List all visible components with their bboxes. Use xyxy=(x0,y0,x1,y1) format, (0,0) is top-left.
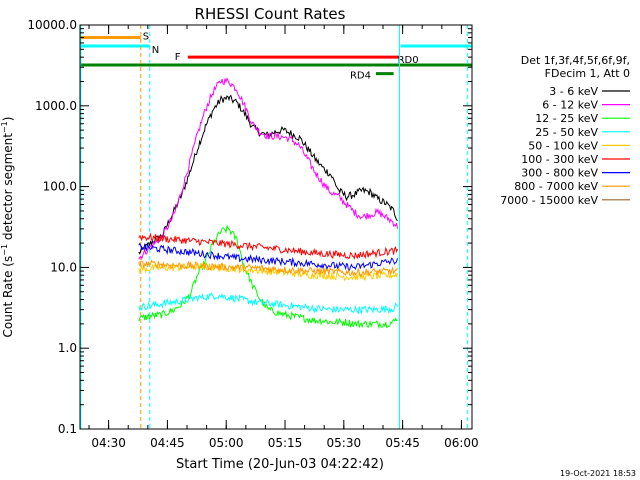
y-tick-label: 1000.0 xyxy=(35,99,77,113)
x-tick-label: 05:00 xyxy=(209,436,244,450)
y-tick-label: 1.0 xyxy=(58,341,77,355)
bar-label-f: F xyxy=(175,52,181,63)
x-tick-label: 04:45 xyxy=(150,436,185,450)
series-line-25-50-kev xyxy=(138,291,398,315)
legend-header-line-1: Det 1f,3f,4f,5f,6f,9f, xyxy=(521,54,630,67)
legend-label-3-6-kev: 3 - 6 keV xyxy=(549,85,598,98)
x-tick-label: 04:30 xyxy=(91,436,126,450)
series-line-6-12-kev xyxy=(138,77,398,260)
y-axis-label-sup2: −1 xyxy=(0,121,9,133)
bar-label-rd0: RD0 xyxy=(398,55,419,66)
bar-labels: SN F RD0 RD4 xyxy=(143,32,419,82)
legend-label-6-12-kev: 6 - 12 keV xyxy=(542,99,598,112)
series-line-300-800-kev xyxy=(138,242,398,272)
x-axis-label: Start Time (20-Jun-03 04:22:42) xyxy=(176,457,384,472)
series-line-100-300-kev xyxy=(138,232,398,260)
y-tick-label: 100.0 xyxy=(43,180,77,194)
y-tick-label: 0.1 xyxy=(58,422,77,436)
x-axis: 04:30 04:45 05:00 05:15 05:30 05:45 06:00 xyxy=(88,25,479,450)
plot-frame xyxy=(79,24,473,430)
legend-header-line-2: FDecim 1, Att 0 xyxy=(545,67,630,80)
bar-label-n: N xyxy=(152,45,159,56)
legend-label-25-50-kev: 25 - 50 keV xyxy=(535,126,598,139)
y-axis-label-end: ) xyxy=(1,117,15,122)
x-tick-label: 05:30 xyxy=(327,436,362,450)
bar-label-rd4: RD4 xyxy=(350,71,371,82)
bar-label-s: S xyxy=(143,32,149,43)
x-tick-label: 06:00 xyxy=(444,436,479,450)
plot-area: SN F RD0 RD4 xyxy=(80,25,472,429)
y-tick-label: 10.0 xyxy=(50,260,77,274)
y-axis-label-mid: detector segment xyxy=(1,133,15,244)
legend-label-7000-15000-kev: 7000 - 15000 keV xyxy=(500,194,598,207)
chart-title: RHESSI Count Rates xyxy=(195,5,346,23)
legend-label-300-800-kev: 300 - 800 keV xyxy=(521,167,598,180)
series-line-3-6-kev xyxy=(138,94,398,255)
y-tick-label: 10000.0 xyxy=(27,18,77,32)
series-line-50-100-kev xyxy=(138,262,398,282)
legend-label-800-7000-kev: 800 - 7000 keV xyxy=(514,180,598,193)
y-axis-label: Count Rate (s−1 detector segment−1) xyxy=(0,117,15,338)
x-tick-label: 05:15 xyxy=(268,436,303,450)
y-axis: 0.1 1.0 10.0 100.0 1000.0 10000.0 xyxy=(27,18,472,436)
legend-label-12-25-kev: 12 - 25 keV xyxy=(535,112,598,125)
legend: Det 1f,3f,4f,5f,6f,9f, FDecim 1, Att 0 3… xyxy=(500,54,630,207)
legend-label-100-300-kev: 100 - 300 keV xyxy=(521,153,598,166)
y-axis-label-main: Count Rate (s xyxy=(1,256,15,338)
legend-label-50-100-kev: 50 - 100 keV xyxy=(528,139,598,152)
y-axis-label-sup1: −1 xyxy=(0,244,9,256)
x-tick-label: 05:45 xyxy=(385,436,420,450)
footer-date: 19-Oct-2021 18:53 xyxy=(560,469,636,478)
series-line-800-7000-kev xyxy=(138,259,398,277)
